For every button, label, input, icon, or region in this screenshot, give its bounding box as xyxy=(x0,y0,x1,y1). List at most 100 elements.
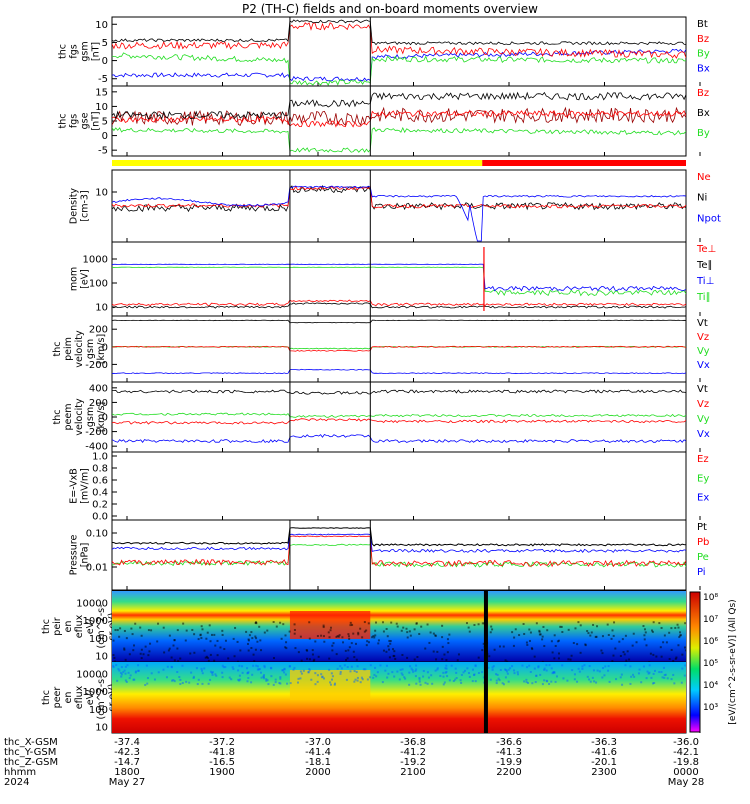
ylabel-line: velocity xyxy=(74,398,85,436)
spectrogram-speck xyxy=(263,677,266,680)
spectrogram-speck xyxy=(541,638,544,641)
spectrogram-speck xyxy=(355,658,358,661)
spectrogram-speck xyxy=(348,637,351,640)
spectrogram-speck xyxy=(247,639,250,642)
spectrogram-speck xyxy=(596,669,599,672)
spectrogram-speck xyxy=(660,655,663,658)
spectrogram-speck xyxy=(557,639,560,642)
spectrogram-speck xyxy=(643,628,646,631)
spectrogram-speck xyxy=(497,677,500,680)
spectrogram-speck xyxy=(448,633,451,636)
spectrogram-speck xyxy=(651,629,654,632)
spectrogram-speck xyxy=(572,642,575,645)
spectrogram-speck xyxy=(539,673,542,676)
spectrogram-speck xyxy=(593,680,596,683)
series-ne xyxy=(112,185,686,209)
spectrogram-speck xyxy=(595,681,598,684)
spectrogram-speck xyxy=(516,671,519,674)
spectrogram-speck xyxy=(393,655,396,658)
spectrogram-speck xyxy=(571,669,574,672)
spectrogram-speck xyxy=(134,622,137,625)
series-te-par xyxy=(112,302,686,309)
spectrogram-speck xyxy=(649,652,652,655)
spectrogram-speck xyxy=(308,669,311,672)
spectrogram-speck xyxy=(224,639,227,642)
spectrogram-speck xyxy=(477,623,480,626)
spectrogram-speck xyxy=(428,641,431,644)
spectrogram-speck xyxy=(251,673,254,676)
spectrogram-speck xyxy=(587,632,590,635)
spectrogram-speck xyxy=(364,668,367,671)
spectrogram-speck xyxy=(621,683,624,686)
spectrogram-speck xyxy=(385,627,388,630)
spectrogram-speck xyxy=(474,680,477,683)
legend-entry: Pt xyxy=(697,522,707,533)
series-vz xyxy=(112,418,686,425)
xaxis-value: -36.8 xyxy=(400,737,426,748)
spectrogram-speck xyxy=(254,648,257,651)
spectrogram-speck xyxy=(387,672,390,675)
spectrogram-speck xyxy=(307,671,310,674)
spectrogram-speck xyxy=(112,639,115,642)
panel-fgs-gsm: thcfgsgsm[nT] 10 5 0 -5 Bt Bz By Bx xyxy=(58,16,710,87)
spectrogram-speck xyxy=(347,635,350,638)
series-bx xyxy=(112,48,686,82)
spectrogram-speck xyxy=(200,625,203,628)
spectrogram-speck xyxy=(543,679,546,682)
legend-entry: Ne xyxy=(697,172,711,183)
spectrogram-speck xyxy=(498,645,501,648)
spectrogram-speck xyxy=(320,673,323,676)
spectrogram-speck xyxy=(498,679,501,682)
spectrogram-speck xyxy=(200,667,203,670)
spectrogram-speck xyxy=(670,678,673,681)
spectrogram-speck xyxy=(635,641,638,644)
spectrogram-speck xyxy=(140,634,143,637)
spectrogram-speck xyxy=(414,669,417,672)
spectrogram-speck xyxy=(674,626,677,629)
spectrogram-speck xyxy=(137,669,140,672)
spectrogram-speck xyxy=(539,633,542,636)
spectrogram-speck xyxy=(289,682,292,685)
spectrogram-speck xyxy=(436,650,439,653)
spectrogram-speck xyxy=(168,634,171,637)
spectrogram-speck xyxy=(123,669,126,672)
spectrogram-speck xyxy=(335,635,338,638)
spectrogram-speck xyxy=(252,653,255,656)
spectrogram-speck xyxy=(357,633,360,636)
spectrogram-speck xyxy=(444,671,447,674)
spectrogram-speck xyxy=(205,637,208,640)
spectrogram-speck xyxy=(150,672,153,675)
series-pb xyxy=(112,535,686,568)
spectrogram-speck xyxy=(419,683,422,686)
spectrogram-speck xyxy=(642,665,645,668)
spectrogram-speck xyxy=(193,633,196,636)
spectrogram-speck xyxy=(331,644,334,647)
spectrogram-speck xyxy=(413,658,416,661)
panel-frame xyxy=(111,85,687,157)
spectrogram-speck xyxy=(232,637,235,640)
spectrogram-speck xyxy=(192,676,195,679)
spectrogram-speck xyxy=(604,665,607,668)
spectrogram-speck xyxy=(624,664,627,667)
spectrogram-speck xyxy=(432,632,435,635)
spectrogram-speck xyxy=(482,676,485,679)
spectrogram-speck xyxy=(179,657,182,660)
series-bz xyxy=(112,22,686,59)
spectrogram-speck xyxy=(389,642,392,645)
spectrogram-speck xyxy=(293,666,296,669)
spectrogram-speck xyxy=(554,680,557,683)
spectrogram-speck xyxy=(460,681,463,684)
spectrogram-speck xyxy=(170,665,173,668)
series-te-perp xyxy=(112,299,686,307)
spectrogram-speck xyxy=(300,672,303,675)
ytick-label: 0 xyxy=(102,56,108,67)
spectrogram-speck xyxy=(553,634,556,637)
spectrogram-speck xyxy=(195,667,198,670)
ytick-label: 0.0 xyxy=(92,512,108,523)
spectrogram-speck xyxy=(385,664,388,667)
spectrogram-speck xyxy=(681,667,684,670)
spectrogram-speck xyxy=(443,681,446,684)
spectrogram-speck xyxy=(342,641,345,644)
spectrogram-speck xyxy=(591,676,594,679)
spectrogram-speck xyxy=(525,681,528,684)
